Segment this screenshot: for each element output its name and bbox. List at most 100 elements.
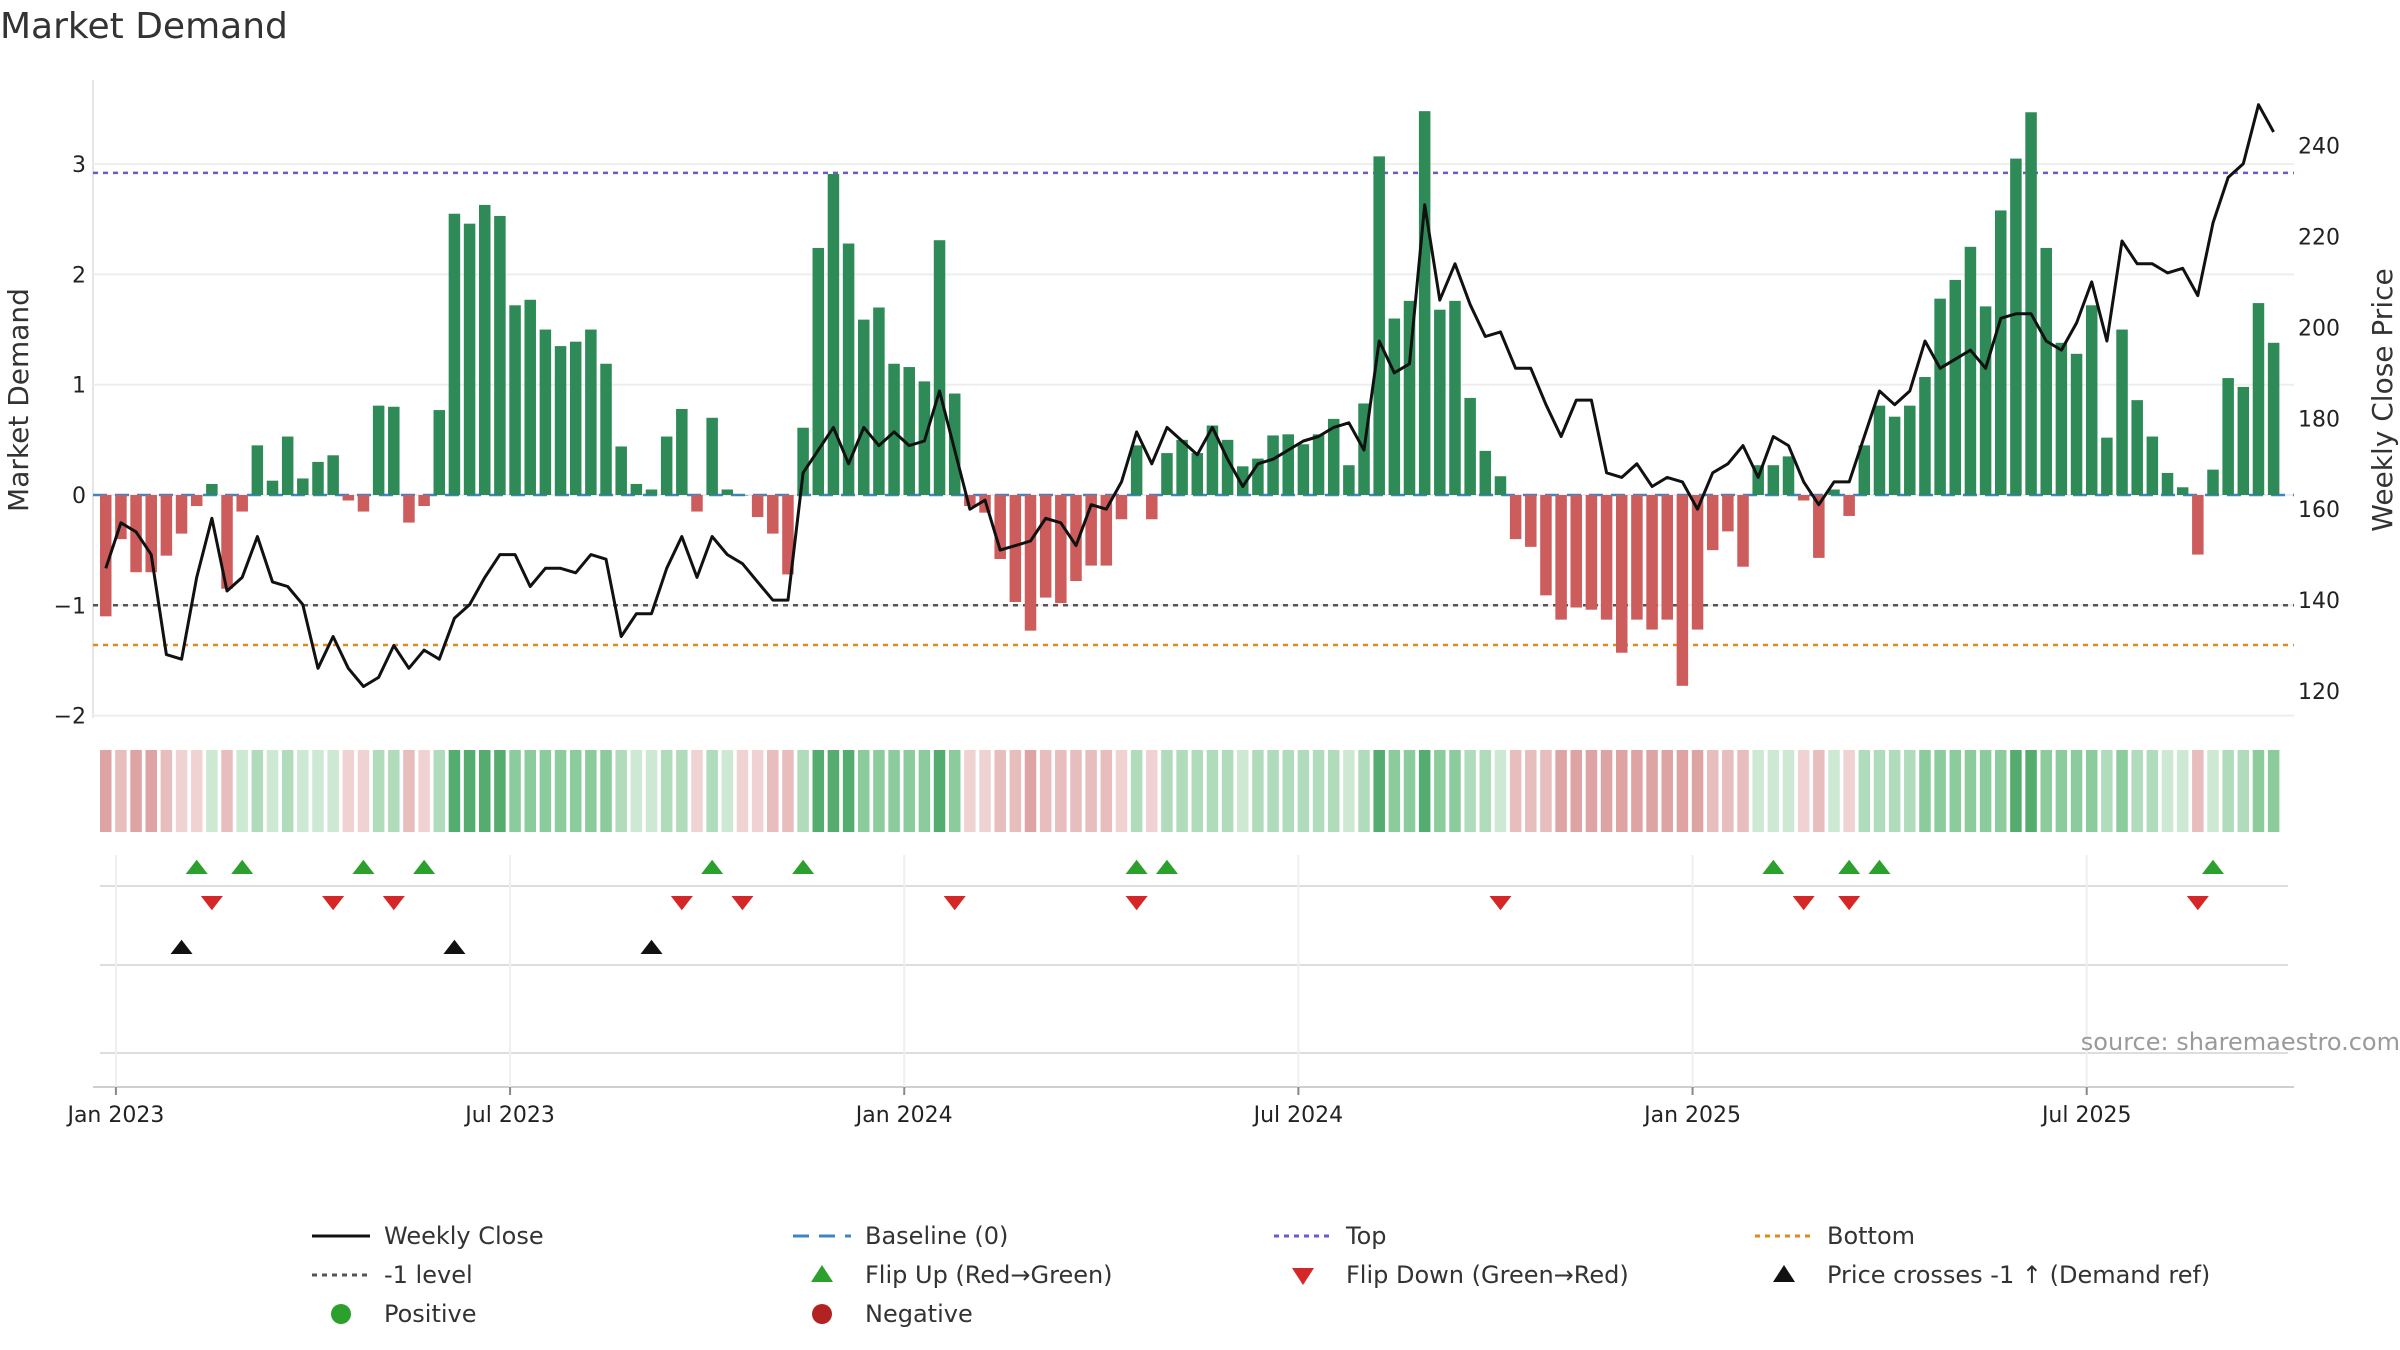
heat-cell (1873, 750, 1886, 832)
heat-cell (221, 750, 233, 832)
heat-cell (1221, 750, 1234, 832)
demand-bar (2055, 342, 2068, 495)
demand-bar (1267, 435, 1279, 495)
heat-cell (569, 750, 582, 832)
left-tick-label: 1 (72, 374, 86, 399)
demand-bar (1555, 495, 1567, 620)
heat-cell (600, 750, 612, 832)
weekly-close-series (104, 103, 2275, 688)
demand-bar (1585, 495, 1598, 610)
legend-label: Negative (865, 1300, 973, 1328)
heat-cell (615, 750, 627, 832)
heat-cell (2055, 750, 2068, 832)
heat-cell (1237, 750, 1249, 832)
demand-bar (1191, 453, 1204, 495)
heat-cell (206, 750, 218, 832)
heat-cell (1388, 750, 1401, 832)
weekly-close-line (104, 103, 2275, 688)
right-tick-label: 200 (2298, 316, 2340, 341)
heat-cell (1418, 750, 1431, 832)
chart-title: Market Demand (0, 6, 288, 47)
flip-up-marker (352, 859, 375, 875)
heat-cell (1676, 750, 1689, 832)
demand-bar (1024, 495, 1037, 631)
left-tick-label: 0 (72, 484, 86, 509)
demand-bar (858, 319, 870, 495)
heat-cell (1706, 750, 1719, 832)
demand-bar (1949, 279, 1962, 495)
heat-cell (494, 750, 506, 832)
heat-cell (281, 750, 294, 832)
flip-up-marker (1868, 859, 1891, 875)
heat-cell (1449, 750, 1461, 832)
demand-bar (1570, 495, 1583, 608)
heat-cell (948, 750, 961, 832)
demand-bar (660, 436, 673, 495)
heat-cell (342, 750, 355, 832)
legend-label: Weekly Close (384, 1222, 544, 1250)
right-tick-label: 160 (2298, 498, 2340, 523)
heat-cell (1327, 750, 1340, 832)
demand-bar (842, 243, 855, 495)
heat-cell (1312, 750, 1325, 832)
heat-cell (1039, 750, 1052, 832)
heat-cell (1888, 750, 1901, 832)
demand-bar (1676, 495, 1689, 686)
legend-swatch-triangle (811, 1265, 833, 1282)
heat-cell (357, 750, 370, 832)
demand-bar (1388, 318, 1401, 495)
heat-cell (1130, 750, 1143, 832)
demand-bar (1282, 434, 1294, 495)
demand-bar (2085, 305, 2098, 495)
demand-bar (388, 406, 400, 495)
demand-bar (1919, 376, 1931, 495)
source-note: source: sharemaestro.com (2081, 1028, 2400, 1056)
flip-down-marker (731, 895, 754, 911)
heat-cell (964, 750, 976, 832)
x-tick-label: Jan 2025 (1642, 1103, 1741, 1128)
demand-bar (1873, 405, 1886, 495)
legend-item: Bottom (1755, 1222, 1915, 1250)
demand-bar (1722, 495, 1734, 532)
heat-cell (251, 750, 264, 832)
demand-bar (206, 483, 218, 495)
heat-cell (2085, 750, 2098, 832)
heat-cell (1055, 750, 1067, 832)
heat-cell (100, 750, 112, 832)
demand-bar (933, 240, 946, 495)
left-tick-label: 2 (72, 263, 86, 288)
legend-swatch-dot (812, 1304, 832, 1324)
heat-cell (1979, 750, 1992, 832)
demand-bar (1797, 495, 1810, 501)
price-cross-marker (640, 939, 663, 955)
heat-cell (2101, 750, 2113, 832)
heat-cell (751, 750, 764, 832)
heat-cell (509, 750, 521, 832)
demand-bar (342, 495, 355, 501)
demand-bar (1706, 495, 1719, 551)
heat-cell (994, 750, 1006, 832)
demand-bar (1206, 425, 1219, 495)
demand-bar (554, 346, 567, 495)
heat-cell (1904, 750, 1916, 832)
demand-bar (1525, 495, 1537, 547)
heat-cell (1737, 750, 1749, 832)
heat-cell (403, 750, 415, 832)
legend-label: Bottom (1827, 1222, 1915, 1250)
heat-cell (2192, 750, 2204, 832)
heat-cell (1403, 750, 1416, 832)
heat-cell (190, 750, 203, 832)
heat-cell (2040, 750, 2052, 832)
demand-bar (1737, 495, 1749, 567)
heat-cell (1070, 750, 1082, 832)
flip-up-marker (1838, 859, 1861, 875)
demand-bar (2161, 472, 2174, 495)
heat-cell (721, 750, 734, 832)
heat-cell (115, 750, 127, 832)
heat-cell (1843, 750, 1855, 832)
legend-label: Positive (384, 1300, 477, 1328)
demand-bar (100, 495, 112, 617)
demand-bar (463, 223, 476, 496)
demand-bar (1828, 489, 1840, 495)
heat-cell (676, 750, 688, 832)
